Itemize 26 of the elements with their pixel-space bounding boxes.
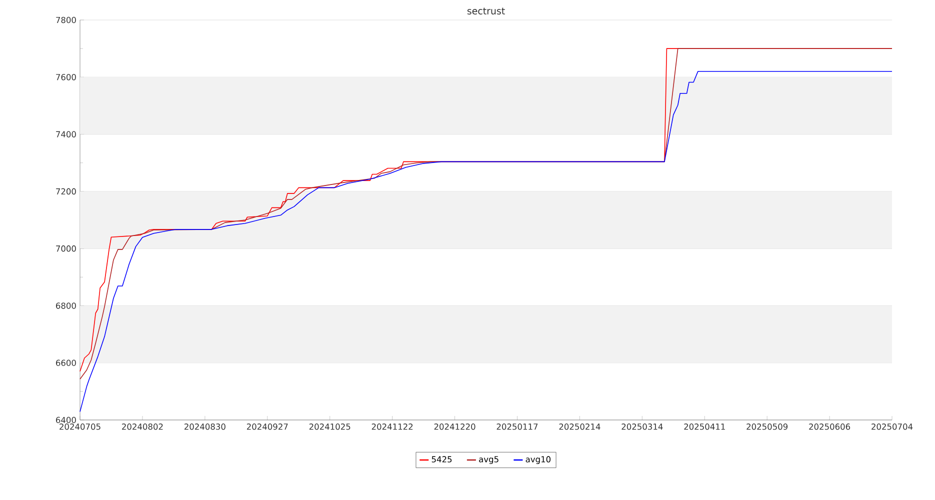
legend-label: 5425	[432, 456, 452, 462]
x-tick-label: 20241025	[309, 424, 350, 430]
x-tick-label: 20241122	[372, 424, 413, 430]
x-tick-label: 20240705	[60, 424, 100, 430]
x-tick-label: 20240830	[184, 424, 226, 430]
x-tick-label: 20250704	[872, 424, 913, 430]
x-tick-label: 20240927	[246, 424, 288, 430]
x-tick-label: 20240802	[122, 424, 163, 430]
x-tick-label: 20250117	[496, 424, 538, 430]
y-tick-label: 7400	[56, 131, 76, 138]
y-tick-label: 7800	[56, 16, 76, 24]
y-tick-label: 7200	[56, 188, 76, 195]
x-tick-label: 20250314	[622, 424, 663, 430]
chart-title: sectrust	[467, 8, 505, 14]
y-tick-label: 6800	[56, 302, 76, 309]
legend-label: avg10	[526, 456, 551, 464]
x-tick-label: 20241220	[434, 424, 476, 430]
x-tick-label: 20250411	[684, 424, 725, 430]
x-tick-label: 20250214	[559, 424, 600, 430]
x-tick-label: 20250606	[809, 424, 850, 430]
y-tick-label: 6600	[56, 360, 76, 366]
y-tick-label: 7000	[56, 245, 76, 252]
y-tick-label: 7600	[56, 74, 76, 80]
x-tick-label: 20250509	[746, 424, 788, 430]
legend-label: avg5	[479, 456, 498, 464]
y-tick-label: 6400	[56, 416, 76, 424]
